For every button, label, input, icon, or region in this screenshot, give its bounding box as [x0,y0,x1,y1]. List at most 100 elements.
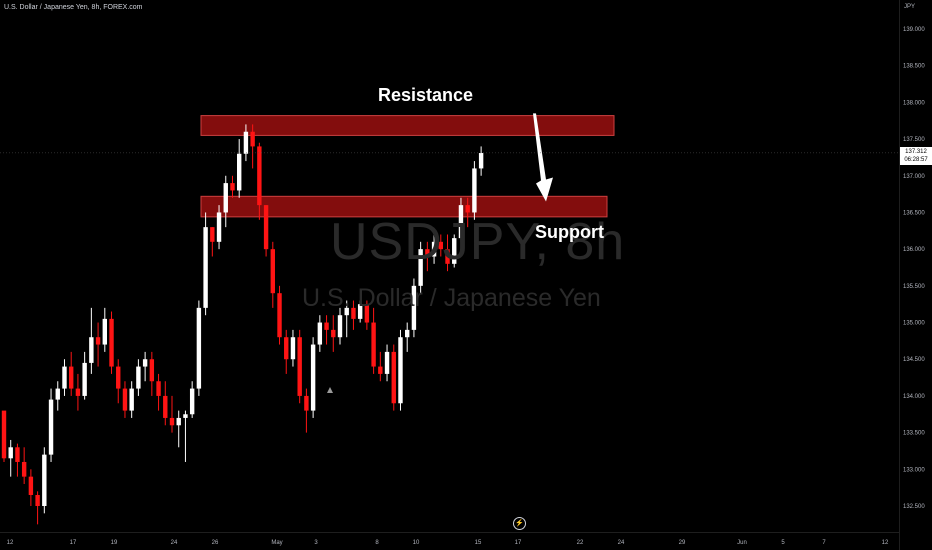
candle-body [418,249,423,286]
y-tick-label: 135.000 [903,321,925,327]
candle-body [398,337,403,404]
watermark-name: U.S. Dollar / Japanese Yen [302,284,601,312]
candle-body [337,315,343,338]
candle-body [95,337,101,345]
x-tick-label: 22 [577,540,584,546]
candle-body [82,362,87,396]
support-label: Support [535,222,604,242]
symbol-title: U.S. Dollar / Japanese Yen, 8h, FOREX.co… [4,4,143,11]
y-tick-label: 132.500 [903,504,925,510]
candle-body [156,381,161,396]
candle-body [42,454,47,506]
candle-body [324,322,329,330]
candle-body [136,366,141,389]
candle-body [411,285,417,330]
candle-body [250,131,255,147]
candle-body [196,307,202,389]
candle-body [129,388,134,411]
candle-body [257,146,262,206]
down-arrow [533,113,553,202]
y-tick-label: 133.500 [903,431,925,437]
candle-body [203,227,208,308]
candle-body [48,399,54,455]
marker-triangle [327,387,333,393]
candle-body [458,205,464,239]
x-tick-label: 8 [375,540,379,546]
y-tick-label: 137.500 [903,137,925,143]
resistance-zone [200,115,615,136]
y-tick-label: 138.000 [903,100,925,106]
candle-body [445,249,450,264]
candle-body [290,337,296,360]
y-tick-label: 134.500 [903,357,925,363]
x-tick-label: 24 [618,540,625,546]
x-tick-label: 19 [111,540,118,546]
watermark-symbol: USDJPY, 8h [330,213,626,271]
candle-body [431,241,437,257]
candle-body [21,461,27,477]
candle-body [223,183,228,213]
candle-body [69,366,74,389]
candle-body [331,329,336,338]
x-tick-label: 26 [212,540,219,546]
candle-body [122,388,128,411]
x-tick-label: 17 [515,540,522,546]
candle-body [310,344,316,411]
current-price-value: 137.312 [905,149,927,155]
candle-body [176,417,181,426]
x-tick-label: 12 [7,540,14,546]
y-tick-label: 137.000 [903,174,925,180]
candle-body [263,205,269,250]
candle-body [216,212,222,242]
current-price-badge: 137.312 06:28:57 [900,147,932,165]
candle-body [237,153,242,191]
y-tick-label: 136.000 [903,247,925,253]
candle-body [391,351,396,404]
candle-body [89,337,94,363]
candle-body [243,131,249,154]
candle-body [304,395,309,411]
candle-body [364,304,370,323]
candle-body [183,414,188,418]
y-tick-label: 136.500 [903,210,925,216]
candle-body [378,366,383,374]
candle-body [277,293,282,338]
candle-body [15,447,20,462]
x-tick-label: May [271,540,282,546]
candle-body [438,241,443,250]
candle-body [230,183,235,191]
candle-body [163,395,168,418]
candle-body [425,249,430,257]
y-tick-label: 135.500 [903,284,925,290]
candle-body [270,249,275,294]
x-tick-label: 29 [679,540,686,546]
candle-body [75,388,81,396]
candle-body [28,476,34,495]
candle-body [465,205,470,213]
y-tick-label: 134.000 [903,394,925,400]
candle-body [357,304,363,319]
candle-body [297,337,302,396]
candle-body [210,227,215,242]
candle-body [55,388,60,400]
x-tick-label: 12 [882,540,889,546]
candle-body [189,388,195,415]
x-tick-label: Jun [737,540,747,546]
candle-body [472,168,477,213]
x-tick-label: 3 [314,540,318,546]
candle-body [384,351,390,374]
lightning-icon[interactable]: ⚡ [513,517,526,530]
candle-body [142,359,148,367]
x-tick-label: 7 [822,540,826,546]
x-tick-label: 17 [70,540,77,546]
candle-body [149,359,155,382]
x-tick-label: 10 [413,540,420,546]
candle-body [405,329,410,338]
axis-unit-label: JPY [904,4,916,10]
y-tick-label: 138.500 [903,64,925,70]
candle-body [344,307,349,316]
candle-body [62,366,67,389]
y-tick-label: 139.000 [903,27,925,33]
candle-body [35,494,40,506]
